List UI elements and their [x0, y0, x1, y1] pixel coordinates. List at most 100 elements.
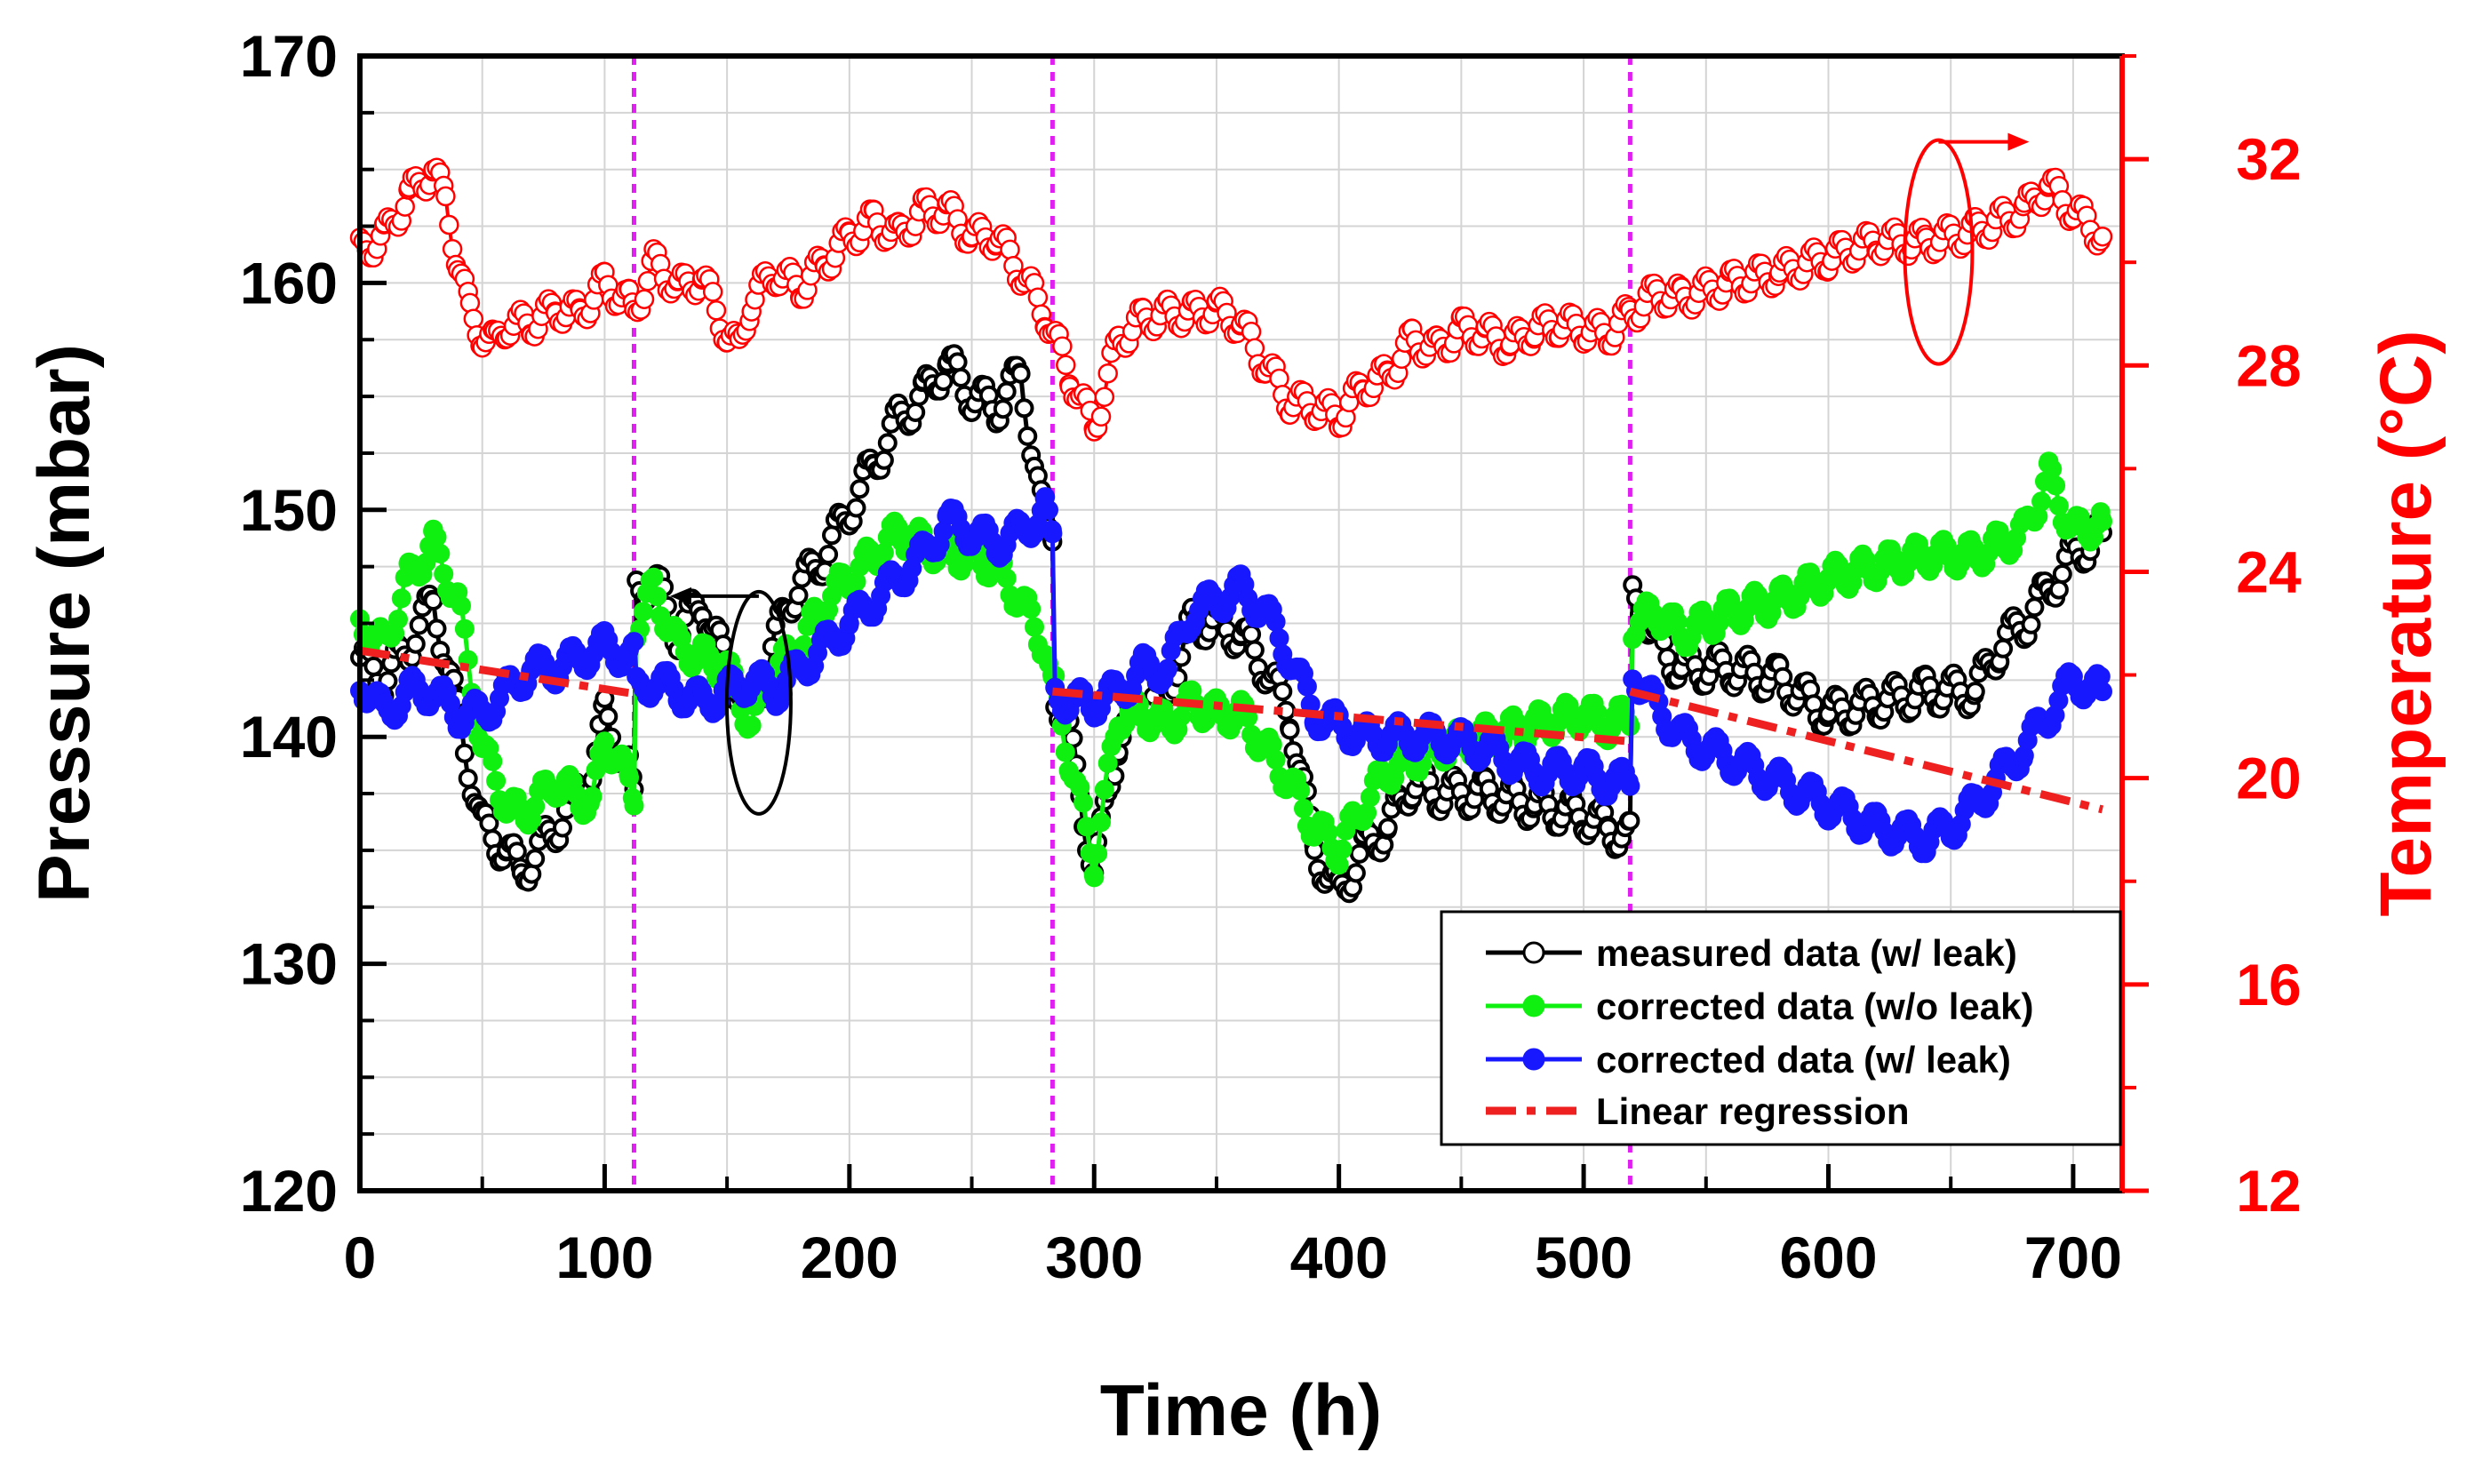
- data-point-temperature: [435, 186, 456, 207]
- data-point-measured: [1010, 363, 1031, 384]
- data-point-measured: [1965, 682, 1985, 702]
- regression-segment: [1629, 687, 2104, 814]
- data-point-measured: [818, 545, 839, 564]
- series-temperature: [349, 157, 2113, 442]
- data-point-measured: [409, 615, 429, 635]
- y-tick-label: 120: [240, 1158, 338, 1224]
- data-point-measured: [996, 381, 1017, 402]
- data-point-corrected-no-leak: [1088, 843, 1108, 864]
- data-point-temperature: [1090, 406, 1112, 427]
- data-point-measured: [947, 352, 968, 372]
- axis-ticks: 0 100 200 300 400 500 600 700 120 130 140 150 160 170…: [240, 23, 2302, 1290]
- data-point-corrected-no-leak: [1073, 793, 1094, 813]
- x-axis-title: Time (h): [1100, 1370, 1382, 1451]
- data-point-corrected-no-leak: [2046, 475, 2066, 496]
- data-point-corrected-leak: [1620, 776, 1640, 796]
- data-point-corrected-leak: [1039, 499, 1058, 520]
- y-tick-label: 150: [240, 477, 338, 543]
- data-point-measured: [846, 498, 866, 518]
- data-point-corrected-leak: [2093, 682, 2112, 702]
- data-point-corrected-no-leak: [1265, 750, 1286, 770]
- data-point-temperature: [395, 196, 415, 217]
- legend-entry-corrected-leak: corrected data (w/ leak): [1486, 1039, 2011, 1081]
- data-point-measured: [363, 656, 384, 676]
- annotation-arrowhead-pressure: [669, 586, 691, 605]
- data-point-corrected-leak: [1042, 523, 1063, 544]
- data-point-measured: [1993, 638, 2014, 658]
- data-point-measured: [1620, 810, 1640, 831]
- data-point-measured: [788, 586, 809, 605]
- data-point-corrected-no-leak: [1097, 753, 1118, 773]
- data-point-measured: [2048, 579, 2069, 600]
- y-axis-title: Pressure (mbar): [24, 344, 105, 903]
- data-point-corrected-no-leak: [434, 563, 454, 584]
- data-point-corrected-no-leak: [1294, 798, 1313, 818]
- annotation-arrowhead-temperature: [2007, 132, 2030, 151]
- data-point-measured: [1280, 720, 1300, 740]
- legend-label-corrected-leak: corrected data (w/ leak): [1596, 1039, 2011, 1081]
- data-point-measured: [2024, 597, 2045, 618]
- data-point-measured: [906, 403, 926, 422]
- data-point-corrected-no-leak: [483, 751, 503, 771]
- data-point-measured: [507, 842, 527, 862]
- data-point-corrected-no-leak: [1290, 780, 1311, 801]
- data-point-measured: [850, 479, 870, 499]
- y2-tick-label: 28: [2236, 332, 2301, 398]
- data-point-measured: [525, 849, 546, 869]
- data-point-temperature: [2092, 226, 2113, 247]
- y2-tick-label: 16: [2236, 952, 2301, 1017]
- legend-entry-linear-regression: Linear regression: [1486, 1090, 1909, 1132]
- data-point-corrected-no-leak: [454, 618, 475, 639]
- data-point-measured: [522, 864, 542, 884]
- data-point-corrected-no-leak: [2048, 496, 2069, 516]
- data-point-corrected-no-leak: [633, 602, 653, 622]
- series-measured: [350, 344, 2112, 904]
- legend-label-measured: measured data (w/ leak): [1596, 932, 2017, 974]
- legend-label-corrected-no-leak: corrected data (w/o leak): [1596, 985, 2034, 1027]
- plot-series: [349, 157, 2113, 904]
- data-point-measured: [1377, 818, 1398, 838]
- data-point-corrected-no-leak: [427, 527, 447, 547]
- data-point-corrected-no-leak: [391, 588, 411, 609]
- data-point-corrected-no-leak: [486, 770, 507, 791]
- data-point-measured: [454, 743, 475, 763]
- data-point-corrected-no-leak: [1094, 779, 1114, 800]
- series-linear-regression: [359, 646, 2104, 814]
- data-point-corrected-no-leak: [451, 595, 471, 616]
- data-point-temperature: [1241, 322, 1262, 342]
- data-point-corrected-no-leak: [1084, 867, 1105, 888]
- regression-segment: [1052, 687, 1631, 746]
- data-point-corrected-no-leak: [996, 568, 1017, 588]
- data-point-measured: [1018, 426, 1038, 446]
- data-point-corrected-no-leak: [1360, 787, 1380, 808]
- data-point-temperature: [1391, 348, 1412, 370]
- data-point-measured: [877, 433, 898, 453]
- data-point-temperature: [702, 282, 723, 302]
- data-point-corrected-no-leak: [2031, 491, 2052, 512]
- data-point-measured: [1241, 624, 1262, 644]
- data-point-corrected-no-leak: [1055, 742, 1075, 762]
- y2-tick-label: 24: [2236, 539, 2302, 604]
- data-point-measured: [1014, 398, 1034, 419]
- data-point-corrected-no-leak: [2042, 459, 2063, 479]
- data-point-temperature: [1056, 355, 1076, 376]
- data-point-measured: [993, 399, 1013, 419]
- data-point-measured: [405, 634, 426, 654]
- data-point-measured: [2052, 564, 2072, 584]
- data-point-measured: [1773, 666, 1793, 687]
- y2-axis-title: Temperature (°C): [2366, 330, 2446, 916]
- data-point-corrected-leak: [1269, 628, 1289, 649]
- data-point-corrected-leak: [1297, 676, 1317, 697]
- data-point-corrected-no-leak: [643, 567, 664, 587]
- series-corrected-leak: [350, 487, 2112, 864]
- data-point-measured: [553, 818, 572, 838]
- data-point-corrected-no-leak: [388, 610, 408, 629]
- data-point-corrected-leak: [1157, 658, 1177, 679]
- data-point-measured: [951, 368, 971, 387]
- legend: measured data (w/ leak) corrected data (…: [1440, 910, 2122, 1146]
- data-point-temperature: [706, 300, 727, 321]
- data-point-corrected-no-leak: [741, 715, 762, 736]
- data-point-corrected-no-leak: [430, 544, 451, 563]
- annotation-ellipse-pressure: [724, 589, 793, 816]
- data-point-corrected-leak: [1265, 611, 1286, 632]
